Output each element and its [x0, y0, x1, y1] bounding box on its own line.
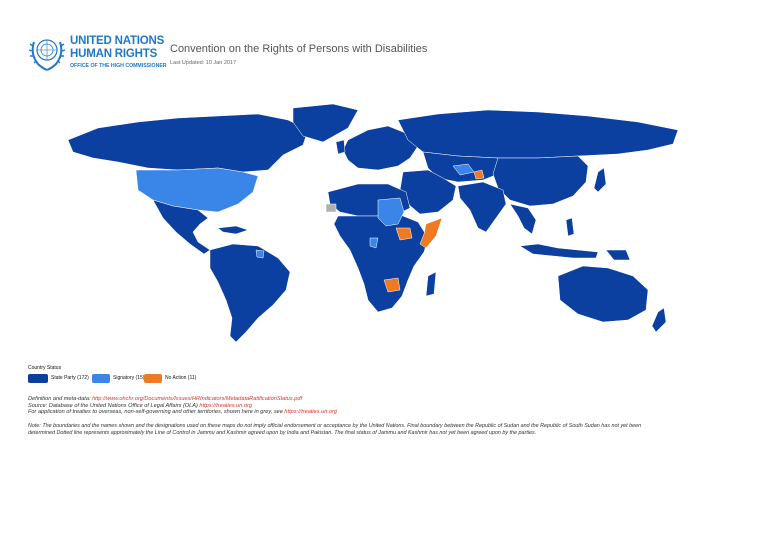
definition-label: Definition and meta-data: [28, 396, 93, 402]
page-title: Convention on the Rights of Persons with… [170, 43, 428, 55]
map-region-india [457, 181, 507, 233]
map-region-russia [397, 109, 679, 159]
map-region-australia [557, 265, 649, 323]
last-updated-text: Last Updated: 10 Jan 2017 [170, 60, 237, 66]
world-map [67, 103, 679, 343]
map-region-south-america [209, 243, 291, 343]
legend-label-signatory: Signatory (15) [113, 375, 145, 381]
map-region-sudan-chad [377, 197, 405, 227]
map-region-europe [342, 125, 419, 171]
map-region-africa-central [333, 213, 429, 313]
source-label: Source: Database of the United Nations O… [28, 402, 200, 409]
map-region-indonesia [519, 243, 599, 259]
map-region-western-sahara [325, 203, 337, 213]
org-name-line1: UNITED NATIONS [70, 35, 165, 47]
un-human-rights-logo: UNITED NATIONS HUMAN RIGHTS OFFICE OF TH… [28, 32, 167, 76]
legend-swatch-state-party [28, 374, 48, 383]
map-region-guyana [255, 249, 265, 259]
org-name-line2: HUMAN RIGHTS [70, 48, 158, 60]
map-region-png [605, 249, 631, 261]
map-region-new-zealand [651, 307, 667, 333]
map-region-canada [67, 113, 309, 173]
map-region-china [492, 155, 589, 207]
legend-label-state-party: State Party (172) [51, 375, 89, 381]
definition-link[interactable]: http://www.ohchr.org/Documents/Issues/HR… [92, 396, 303, 402]
map-region-somalia [419, 217, 443, 249]
org-name-line3: OFFICE OF THE HIGH COMMISSIONER [70, 63, 167, 69]
map-region-se-asia [509, 203, 537, 235]
un-emblem-icon [28, 39, 66, 71]
map-region-madagascar [425, 271, 437, 297]
application-link[interactable]: https://treaties.un.org [284, 409, 337, 416]
legend-swatch-signatory [92, 374, 110, 383]
map-region-uk [335, 139, 346, 155]
map-region-tajikistan [473, 169, 485, 180]
source-link[interactable]: https://treaties.un.org [199, 402, 252, 409]
legend-title: Country Status [28, 365, 62, 371]
disclaimer-note: Note: The boundaries and the names shown… [28, 423, 642, 436]
map-region-philippines [565, 217, 575, 237]
map-region-caribbean [217, 225, 249, 235]
map-region-south-sudan [395, 227, 413, 241]
map-region-mexico [152, 199, 211, 255]
legend-label-no-action: No Action (11) [165, 375, 197, 381]
map-region-greenland [292, 103, 359, 143]
application-label: For application of treaties to overseas,… [28, 409, 285, 416]
legend-swatch-no-action [144, 374, 162, 383]
map-region-japan [593, 167, 607, 193]
map-region-cameroon [369, 237, 379, 249]
map-region-botswana [383, 277, 401, 293]
source-notes: Definition and meta-data: http://www.ohc… [28, 396, 648, 416]
map-region-usa [135, 167, 259, 213]
